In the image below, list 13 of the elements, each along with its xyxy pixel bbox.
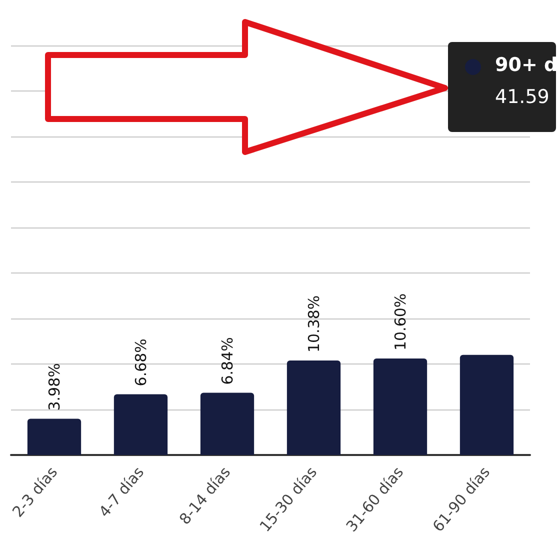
bar bbox=[27, 418, 82, 455]
data-label: 10.38% bbox=[304, 295, 323, 353]
annotation: 90+ d bbox=[495, 54, 558, 76]
data-label: 3.98% bbox=[45, 363, 64, 411]
bar bbox=[200, 392, 254, 455]
bar bbox=[114, 394, 168, 455]
annotation: 41.59 bbox=[495, 86, 550, 108]
bar bbox=[460, 354, 514, 455]
bar bbox=[373, 358, 428, 455]
data-label: 6.68% bbox=[132, 338, 150, 386]
bar bbox=[286, 360, 341, 455]
data-label: 6.84% bbox=[218, 337, 236, 385]
data-label: 10.60% bbox=[391, 293, 410, 351]
